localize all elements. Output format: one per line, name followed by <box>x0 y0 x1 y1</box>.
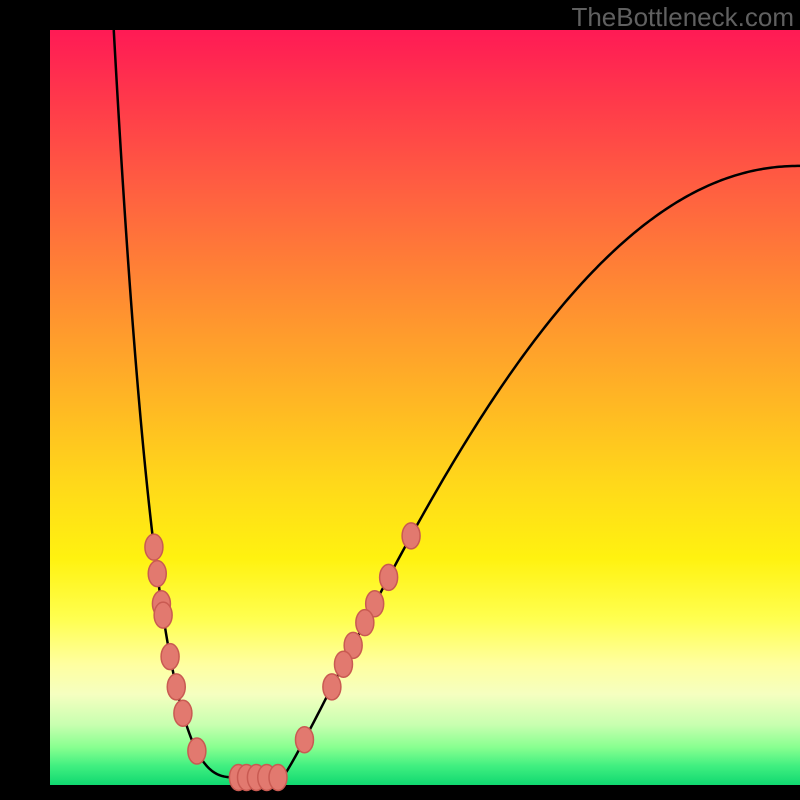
watermark-text: TheBottleneck.com <box>571 2 794 33</box>
data-marker-right-5 <box>334 651 352 677</box>
gradient-background <box>50 30 800 785</box>
data-marker-left-7 <box>188 738 206 764</box>
chart-svg <box>0 0 800 800</box>
data-marker-right-7 <box>295 727 313 753</box>
data-marker-right-0 <box>402 523 420 549</box>
data-marker-left-6 <box>174 700 192 726</box>
data-marker-left-0 <box>145 534 163 560</box>
chart-canvas <box>0 0 800 800</box>
data-marker-left-4 <box>161 644 179 670</box>
data-marker-right-1 <box>380 564 398 590</box>
data-marker-left-1 <box>148 561 166 587</box>
data-marker-right-3 <box>356 610 374 636</box>
data-marker-right-6 <box>323 674 341 700</box>
data-marker-left-5 <box>167 674 185 700</box>
data-marker-bottom-4 <box>269 764 287 790</box>
data-marker-left-3 <box>154 602 172 628</box>
